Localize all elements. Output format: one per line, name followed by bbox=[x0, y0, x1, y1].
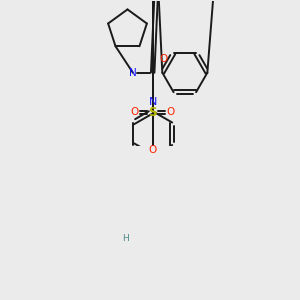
Text: O: O bbox=[131, 107, 139, 117]
Text: N: N bbox=[129, 68, 137, 78]
Text: O: O bbox=[166, 107, 175, 117]
Text: O: O bbox=[148, 145, 157, 155]
Text: N: N bbox=[148, 97, 157, 106]
Text: O: O bbox=[159, 54, 167, 64]
Text: H: H bbox=[122, 234, 129, 243]
Text: S: S bbox=[148, 106, 157, 119]
